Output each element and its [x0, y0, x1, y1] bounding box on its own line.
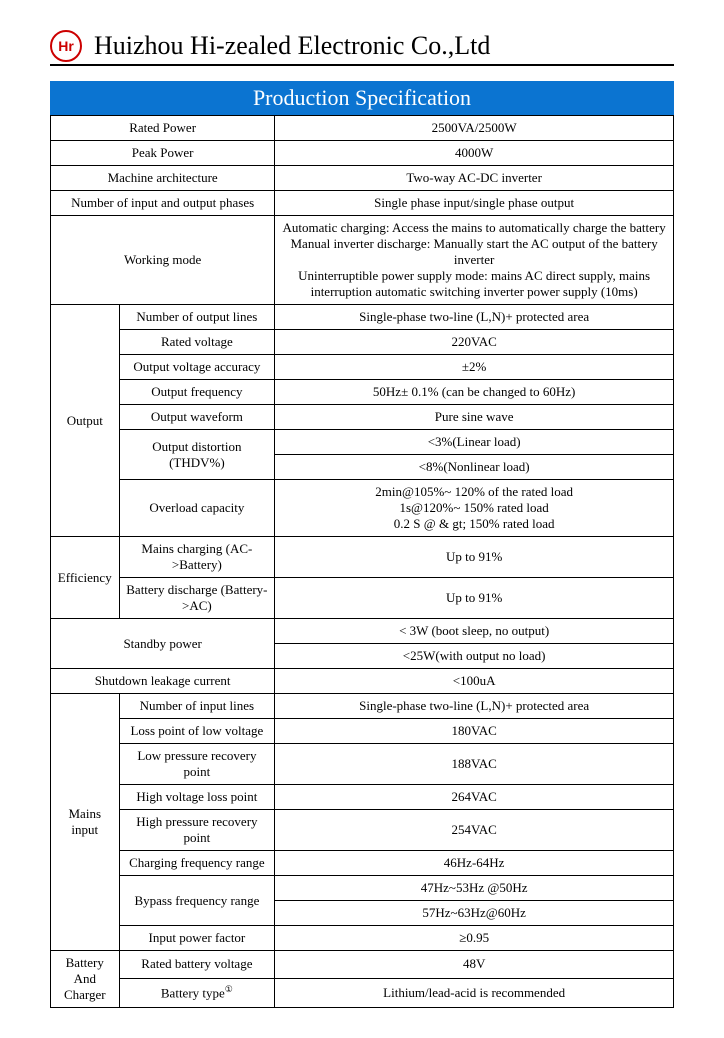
label: Overload capacity — [119, 480, 275, 537]
value: 57Hz~63Hz@60Hz — [275, 901, 674, 926]
value: Up to 91% — [275, 537, 674, 578]
label-text: Battery type — [161, 986, 225, 1001]
value: <3%(Linear load) — [275, 430, 674, 455]
label: Mains charging (AC->Battery) — [119, 537, 275, 578]
value: 254VAC — [275, 810, 674, 851]
value: <100uA — [275, 669, 674, 694]
label: Charging frequency range — [119, 851, 275, 876]
label: Number of input lines — [119, 694, 275, 719]
group-label: Battery And Charger — [51, 951, 120, 1008]
value: Two-way AC-DC inverter — [275, 166, 674, 191]
value: 264VAC — [275, 785, 674, 810]
label: Input power factor — [119, 926, 275, 951]
label: Loss point of low voltage — [119, 719, 275, 744]
company-logo-icon: Hr — [50, 30, 82, 62]
value: 47Hz~53Hz @50Hz — [275, 876, 674, 901]
value: 220VAC — [275, 330, 674, 355]
table-row: High pressure recovery point254VAC — [51, 810, 674, 851]
group-label: Mains input — [51, 694, 120, 951]
value: ≥0.95 — [275, 926, 674, 951]
value: < 3W (boot sleep, no output) — [275, 619, 674, 644]
value: 4000W — [275, 141, 674, 166]
table-row: Overload capacity 2min@105%~ 120% of the… — [51, 480, 674, 537]
label: Battery type① — [119, 978, 275, 1007]
group-label: Output — [51, 305, 120, 537]
table-row: Output waveformPure sine wave — [51, 405, 674, 430]
label: Rated battery voltage — [119, 951, 275, 979]
value: 188VAC — [275, 744, 674, 785]
table-row: Working mode Automatic charging: Access … — [51, 216, 674, 305]
value: <25W(with output no load) — [275, 644, 674, 669]
value: 2min@105%~ 120% of the rated load 1s@120… — [275, 480, 674, 537]
group-label: Efficiency — [51, 537, 120, 619]
value-line: 2min@105%~ 120% of the rated load — [281, 484, 667, 500]
value: Single-phase two-line (L,N)+ protected a… — [275, 694, 674, 719]
label: Output voltage accuracy — [119, 355, 275, 380]
table-row: Output frequency50Hz± 0.1% (can be chang… — [51, 380, 674, 405]
table-row: Input power factor≥0.95 — [51, 926, 674, 951]
label: Working mode — [51, 216, 275, 305]
table-row: Standby power < 3W (boot sleep, no outpu… — [51, 619, 674, 644]
table-row: Battery type① Lithium/lead-acid is recom… — [51, 978, 674, 1007]
label: Output waveform — [119, 405, 275, 430]
value: <8%(Nonlinear load) — [275, 455, 674, 480]
table-row: Output Number of output lines Single-pha… — [51, 305, 674, 330]
label: Standby power — [51, 619, 275, 669]
company-name: Huizhou Hi-zealed Electronic Co.,Ltd — [94, 31, 490, 61]
table-row: Charging frequency range46Hz-64Hz — [51, 851, 674, 876]
label: High pressure recovery point — [119, 810, 275, 851]
document-header: Hr Huizhou Hi-zealed Electronic Co.,Ltd — [50, 30, 674, 66]
label: Number of input and output phases — [51, 191, 275, 216]
table-row: Shutdown leakage current <100uA — [51, 669, 674, 694]
table-row: Low pressure recovery point188VAC — [51, 744, 674, 785]
table-row: Efficiency Mains charging (AC->Battery) … — [51, 537, 674, 578]
value-line: Automatic charging: Access the mains to … — [281, 220, 667, 236]
table-row: High voltage loss point264VAC — [51, 785, 674, 810]
table-row: Peak Power 4000W — [51, 141, 674, 166]
label: Bypass frequency range — [119, 876, 275, 926]
table-row: Battery And Charger Rated battery voltag… — [51, 951, 674, 979]
table-row: Output distortion (THDV%)<3%(Linear load… — [51, 430, 674, 455]
value: Automatic charging: Access the mains to … — [275, 216, 674, 305]
value: Lithium/lead-acid is recommended — [275, 978, 674, 1007]
value: ±2% — [275, 355, 674, 380]
label: Machine architecture — [51, 166, 275, 191]
value: Single phase input/single phase output — [275, 191, 674, 216]
value: 180VAC — [275, 719, 674, 744]
value-line: Manual inverter discharge: Manually star… — [281, 236, 667, 268]
label: Rated Power — [51, 116, 275, 141]
value: Single-phase two-line (L,N)+ protected a… — [275, 305, 674, 330]
label: Battery discharge (Battery->AC) — [119, 578, 275, 619]
value: 2500VA/2500W — [275, 116, 674, 141]
label: Low pressure recovery point — [119, 744, 275, 785]
table-row: Machine architecture Two-way AC-DC inver… — [51, 166, 674, 191]
label: High voltage loss point — [119, 785, 275, 810]
table-row: Rated voltage220VAC — [51, 330, 674, 355]
label: Shutdown leakage current — [51, 669, 275, 694]
label: Number of output lines — [119, 305, 275, 330]
value: 50Hz± 0.1% (can be changed to 60Hz) — [275, 380, 674, 405]
footnote-ref: ① — [225, 984, 233, 994]
table-row: Output voltage accuracy±2% — [51, 355, 674, 380]
value-line: Uninterruptible power supply mode: mains… — [281, 268, 667, 300]
table-row: Number of input and output phases Single… — [51, 191, 674, 216]
label: Output distortion (THDV%) — [119, 430, 275, 480]
label: Output frequency — [119, 380, 275, 405]
table-row: Loss point of low voltage180VAC — [51, 719, 674, 744]
label: Rated voltage — [119, 330, 275, 355]
spec-table: Rated Power 2500VA/2500W Peak Power 4000… — [50, 115, 674, 1008]
value: Pure sine wave — [275, 405, 674, 430]
value: 46Hz-64Hz — [275, 851, 674, 876]
value: Up to 91% — [275, 578, 674, 619]
value-line: 1s@120%~ 150% rated load — [281, 500, 667, 516]
document-title: Production Specification — [50, 81, 674, 115]
table-row: Mains input Number of input lines Single… — [51, 694, 674, 719]
value: 48V — [275, 951, 674, 979]
table-row: Rated Power 2500VA/2500W — [51, 116, 674, 141]
table-row: Battery discharge (Battery->AC)Up to 91% — [51, 578, 674, 619]
table-row: Bypass frequency range47Hz~53Hz @50Hz — [51, 876, 674, 901]
value-line: 0.2 S @ & gt; 150% rated load — [281, 516, 667, 532]
label: Peak Power — [51, 141, 275, 166]
